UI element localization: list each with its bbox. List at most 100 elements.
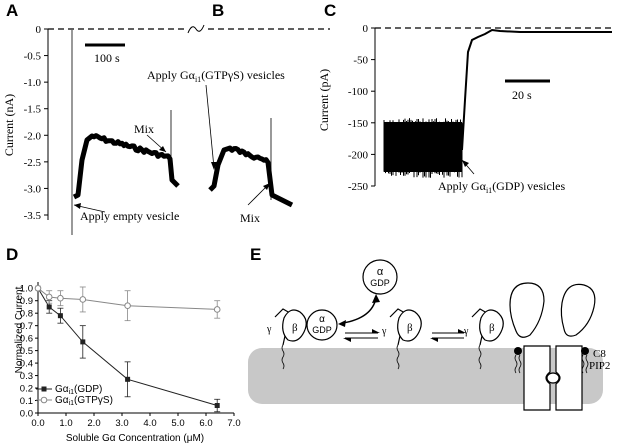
svg-text:β: β (292, 322, 298, 334)
arrowhead-icon (372, 294, 380, 303)
panel-d-y-label: Normalized Current (14, 286, 25, 373)
arrowhead-icon (263, 183, 270, 190)
svg-text:α: α (377, 266, 384, 278)
data-point-square (57, 313, 63, 319)
panel-label-d: D (6, 245, 18, 264)
annotation-apply-empty-vesicle: Apply empty vesicle (80, 209, 179, 223)
panel-a-y-tick-label: -3.5 (24, 210, 42, 222)
panel-d-x-tick-label: 3.0 (115, 418, 128, 429)
panel-d-series (34, 284, 221, 413)
panel-d-y-tick-label: 0.8 (20, 309, 33, 320)
panel-d-y-tick-label: 0.7 (20, 321, 33, 332)
panel-a-scalebar-label: 100 s (94, 51, 120, 65)
free-galpha-gdp: α GDP (362, 259, 398, 295)
legend-circle-marker-icon (40, 396, 48, 404)
panel-d-y-tick-label: 0.1 (20, 396, 33, 407)
panel-a-y-tick-label: -2.0 (24, 130, 42, 142)
panel-c-scalebar-label: 20 s (512, 88, 532, 102)
equilibrium-arrows-1 (343, 329, 380, 342)
panel-a-y-tick-label: -1.5 (24, 104, 42, 116)
gbetagamma-dimer: γ β (381, 308, 422, 370)
data-point-square (125, 376, 131, 382)
data-point-circle (213, 306, 221, 313)
data-point-circle (57, 294, 64, 302)
annotation-mix-b: Mix (240, 211, 260, 225)
panel-d-axes: 0.0 1.0 2.0 3.0 4.0 5.0 6.0 7.0 0.0 0.10.2 0.30.4 0… (20, 282, 241, 429)
panel-c-y-label: Current (pA) (317, 69, 331, 131)
arrow-apply-gtps (205, 84, 215, 169)
c8-label: C8 (593, 348, 606, 360)
data-point-square (80, 339, 86, 345)
panel-d-x-tick-label: 4.0 (143, 418, 156, 429)
series-line-0 (37, 287, 218, 406)
data-point-circle (34, 284, 42, 292)
data-point-circle (45, 293, 53, 301)
panel-d-y-tick-label: 0.0 (20, 409, 33, 420)
panel-a-y-tick-label: -1.0 (24, 77, 42, 89)
svg-text:β: β (407, 322, 413, 334)
panel-a-y-axis: 0 -0.5 -1.0 -1.5 -2.0 -2.5 -3.0 -3.5 (24, 24, 49, 222)
panel-a-current-trace (71, 30, 180, 235)
annotation-apply-gdp-vesicles: Apply Gαi1(GDP) vesicles (438, 179, 566, 195)
gprotein-heterotrimer: γ β α GDP (266, 308, 338, 370)
annotation-mix-a: Mix (134, 122, 154, 136)
membrane-bilayer (248, 348, 603, 404)
panel-label-e: E (250, 245, 261, 264)
panel-a-y-label: Current (nA) (2, 94, 16, 156)
svg-text:α: α (319, 314, 325, 325)
panel-a-y-tick-label: -0.5 (24, 51, 42, 63)
panel-d-legend: Gαi1(GDP) Gαi1(GTPγS) (36, 384, 113, 407)
panel-d-y-tick-label: 0.3 (20, 371, 33, 382)
svg-text:GDP: GDP (312, 325, 332, 335)
panel-b-current-trace (208, 118, 294, 208)
panel-d-x-tick-label: 2.0 (87, 418, 100, 429)
arrowhead-icon (159, 146, 166, 152)
panel-d-x-tick-label: 7.0 (227, 418, 240, 429)
svg-text:β: β (489, 322, 495, 334)
axis-break-icon (187, 22, 207, 36)
panel-d-y-tick-label: 0.4 (20, 359, 33, 370)
panel-d-y-tick-label: 1.0 (20, 284, 33, 295)
panel-c-y-tick-label: -250 (348, 181, 369, 193)
legend-gtps-label: Gαi1(GTPγS) (55, 395, 113, 407)
arrowhead-icon (74, 203, 81, 209)
panel-a-y-tick-label: -3.0 (24, 183, 42, 195)
panel-c-y-tick-label: -150 (348, 118, 369, 130)
svg-text:γ: γ (463, 326, 469, 337)
arrowhead-icon (338, 320, 346, 327)
panel-d-y-tick-label: 0.6 (20, 334, 33, 345)
equilibrium-arrows-2 (430, 329, 466, 342)
legend-gdp-label: Gαi1(GDP) (55, 384, 102, 396)
arrowhead-icon (211, 162, 217, 170)
panel-a-y-tick-label: -2.5 (24, 157, 42, 169)
panel-c-y-tick-label: 0 (363, 23, 369, 35)
panel-label-a: A (6, 1, 18, 20)
panel-c-y-tick-label: -50 (353, 55, 368, 67)
svg-text:γ: γ (381, 326, 387, 337)
pip2-label: PIP2 (589, 360, 610, 372)
panel-d-y-tick-label: 0.5 (20, 346, 33, 357)
c8-pip2-lipid (514, 347, 589, 374)
panel-d-x-tick-label: 1.0 (59, 418, 72, 429)
panel-d-x-tick-label: 6.0 (199, 418, 212, 429)
panel-c-current-trace (383, 28, 612, 178)
girk-channel (509, 282, 596, 411)
legend-square-marker-icon (41, 386, 47, 392)
panel-label-c: C (324, 1, 336, 20)
data-point-circle (124, 302, 131, 310)
data-point-square (46, 304, 52, 310)
panel-d-y-tick-label: 0.2 (20, 384, 33, 395)
panel-d-x-label: Soluble Gα Concentration (μM) (66, 433, 204, 444)
panel-d-y-tick-label: 0.9 (20, 296, 33, 307)
svg-text:GDP: GDP (370, 278, 390, 288)
panel-label-b: B (212, 1, 224, 20)
dissociation-arrow (342, 297, 377, 324)
panel-c-y-axis: 0 -50 -100 -150 -200 -250 (348, 23, 376, 193)
annotation-apply-gtps-vesicles: Apply Gαi1(GTPγS) vesicles (147, 68, 285, 84)
panel-c-y-tick-label: -200 (348, 149, 369, 161)
data-point-circle (79, 296, 87, 303)
gbetagamma-bound-to-channel: γ β (463, 308, 504, 370)
panel-c-y-tick-label: -100 (348, 86, 369, 98)
panel-a-y-tick-label: 0 (36, 24, 42, 36)
svg-text:γ: γ (266, 324, 272, 335)
